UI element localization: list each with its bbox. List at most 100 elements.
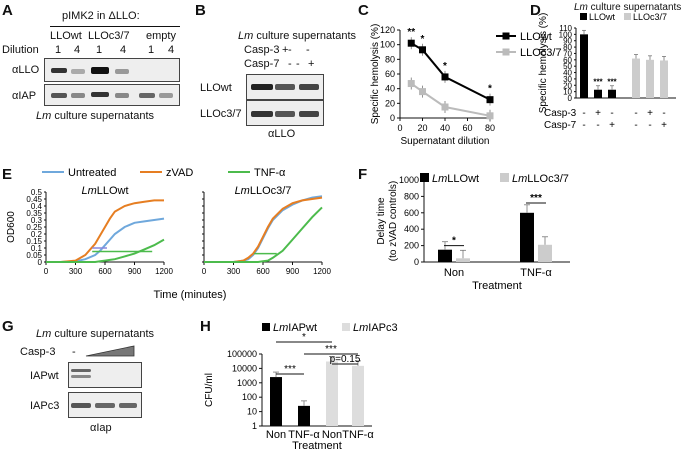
panel-g-header-italic: Lm bbox=[36, 328, 52, 340]
bar bbox=[298, 405, 310, 426]
legend-marker bbox=[502, 32, 510, 40]
condition-mark: + bbox=[609, 120, 615, 131]
blot-band bbox=[139, 93, 155, 98]
legend-label-italic: Lm bbox=[353, 322, 368, 334]
condition-row-label: Casp-7 bbox=[544, 120, 577, 131]
significance-label: *** bbox=[325, 344, 337, 355]
growth-curve-2 bbox=[46, 238, 165, 263]
x-tick-label: 1200 bbox=[313, 267, 331, 276]
bar bbox=[580, 34, 588, 98]
blot-band bbox=[119, 403, 137, 408]
x-tick-label: 900 bbox=[286, 267, 300, 276]
y-tick-label: 10000 bbox=[232, 363, 257, 373]
bar bbox=[352, 365, 364, 426]
x-tick-label: 300 bbox=[69, 267, 83, 276]
panel-a-group-lloc37: LLOc3/7 bbox=[88, 30, 130, 42]
y-tick-label: 0.4 bbox=[31, 202, 43, 211]
condition-mark: + bbox=[661, 120, 667, 131]
y-tick-label: 70 bbox=[563, 49, 572, 58]
panel-b-mark: - bbox=[306, 44, 310, 56]
x-tick-label: 0 bbox=[202, 267, 207, 276]
x-tick-label: 40 bbox=[440, 123, 450, 133]
significance-label: *** bbox=[593, 78, 603, 87]
y-tick-label: 1 bbox=[252, 421, 257, 431]
blot-band bbox=[299, 84, 319, 90]
panel-a-dilution: 1 bbox=[55, 44, 62, 56]
y-tick-label: 110 bbox=[559, 24, 572, 33]
panel-a-header-rule bbox=[50, 26, 180, 27]
blot-band bbox=[115, 93, 129, 98]
y-tick-label: 10 bbox=[563, 88, 572, 97]
y-axis-label-2: (to zVAD controls) bbox=[388, 181, 399, 261]
panel-b-mark: + bbox=[308, 58, 315, 70]
y-tick-label: 30 bbox=[563, 75, 572, 84]
blot-band bbox=[71, 369, 91, 372]
y-axis-label: OD600 bbox=[6, 211, 17, 243]
panel-g-label: G bbox=[2, 318, 14, 335]
y-tick-label: 100 bbox=[242, 392, 257, 402]
panel-a-group-empty: empty bbox=[146, 30, 176, 42]
panel-a-header: pIMK2 in ΔLLO: bbox=[62, 10, 140, 22]
legend-label: LLOc3/7 bbox=[633, 12, 667, 22]
blot-band bbox=[71, 403, 91, 408]
y-axis-label: CFU/ml bbox=[204, 373, 215, 407]
legend-label-rest: IAPc3 bbox=[368, 322, 397, 334]
panel-a-label: A bbox=[2, 2, 13, 19]
significance-label: * bbox=[488, 84, 492, 95]
panel-b-row-lloc37: LLOc3/7 bbox=[200, 108, 242, 120]
x-tick-label: 0 bbox=[397, 123, 402, 133]
panel-b-blot-llowt bbox=[246, 74, 324, 100]
legend-label-rest: LLOc3/7 bbox=[527, 173, 569, 185]
y-tick-label: 1000 bbox=[399, 175, 419, 185]
blot-band bbox=[91, 67, 109, 74]
category-label: Non bbox=[322, 429, 342, 441]
x-tick-label: 20 bbox=[417, 123, 427, 133]
legend-marker bbox=[502, 48, 510, 56]
panel-d-label: D bbox=[530, 2, 541, 19]
panel-g-row-iapc3: IAPc3 bbox=[30, 400, 60, 412]
legend-swatch bbox=[500, 173, 509, 182]
legend-label: LLOc3/7 bbox=[520, 47, 562, 59]
panel-c-label: C bbox=[358, 2, 369, 19]
legend-swatch bbox=[342, 323, 350, 331]
y-tick-label: 1000 bbox=[237, 378, 257, 388]
condition-mark: - bbox=[648, 120, 651, 131]
legend-label: LmIAPc3 bbox=[353, 322, 398, 334]
x-axis-label: Treatment bbox=[292, 440, 342, 450]
blot-band bbox=[275, 84, 295, 90]
y-tick-label: 0.1 bbox=[31, 244, 43, 253]
y-axis-label: Delay time bbox=[376, 197, 387, 245]
panel-g-row-iapwt: IAPwt bbox=[30, 370, 59, 382]
y-tick-label: 0.5 bbox=[31, 188, 43, 197]
panel-b-label: B bbox=[195, 2, 206, 19]
blot-band bbox=[299, 111, 319, 117]
legend-label-italic: Lm bbox=[512, 173, 527, 185]
y-tick-label: 80 bbox=[385, 54, 395, 64]
blot-band bbox=[159, 93, 173, 98]
y-tick-label: 20 bbox=[563, 81, 572, 90]
y-tick-label: 400 bbox=[404, 224, 419, 234]
panel-d-title-rest: culture supernatants bbox=[587, 2, 682, 13]
category-label: Non bbox=[444, 267, 464, 279]
legend-swatch bbox=[624, 13, 631, 20]
panel-g-casp-wedge bbox=[85, 345, 135, 357]
data-point bbox=[419, 88, 426, 96]
panel-b-header: Lm culture supernatants bbox=[238, 30, 356, 42]
data-point bbox=[441, 103, 449, 111]
legend-label-italic: Lm bbox=[273, 322, 288, 334]
panel-d-title-italic: Lm bbox=[574, 2, 588, 13]
y-tick-label: 60 bbox=[385, 69, 395, 79]
panel-e-label: E bbox=[2, 166, 13, 183]
blot-band bbox=[275, 111, 295, 117]
x-tick-label: 80 bbox=[485, 123, 495, 133]
y-tick-label: 200 bbox=[404, 241, 419, 251]
bar bbox=[326, 361, 338, 426]
legend-label-rest: LLOwt bbox=[447, 173, 479, 185]
condition-mark: - bbox=[662, 108, 665, 119]
bar bbox=[520, 212, 534, 262]
blot-band bbox=[251, 84, 273, 90]
